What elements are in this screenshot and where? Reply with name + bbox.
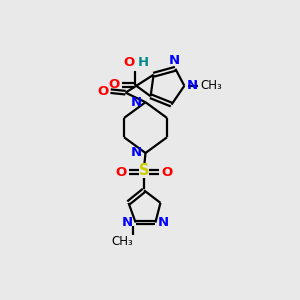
Text: CH₃: CH₃ xyxy=(200,79,222,92)
Text: N: N xyxy=(131,96,142,109)
Text: CH₃: CH₃ xyxy=(112,235,133,248)
Text: N: N xyxy=(131,146,142,160)
Text: S: S xyxy=(139,164,149,178)
Text: H: H xyxy=(138,56,149,69)
Text: O: O xyxy=(124,56,135,69)
Text: O: O xyxy=(97,85,109,98)
Text: O: O xyxy=(116,166,127,178)
Text: N: N xyxy=(187,79,198,92)
Text: O: O xyxy=(109,78,120,92)
Text: N: N xyxy=(122,216,133,229)
Text: O: O xyxy=(161,166,172,178)
Text: N: N xyxy=(168,54,179,67)
Text: N: N xyxy=(158,216,169,229)
